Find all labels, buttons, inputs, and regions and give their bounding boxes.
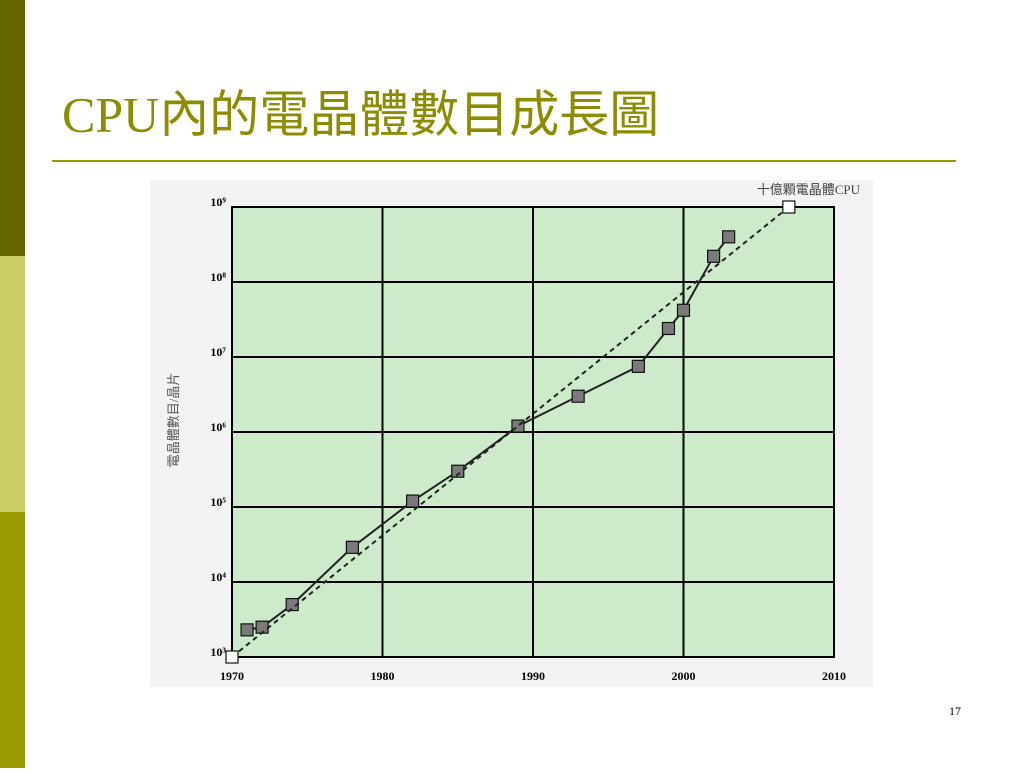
x-tick-label: 1980 xyxy=(371,669,395,683)
sidebar-middle xyxy=(0,256,25,512)
marker xyxy=(631,359,645,373)
marker xyxy=(255,620,269,634)
marker xyxy=(225,650,239,664)
y-tick-label: 10⁵ xyxy=(210,495,226,509)
marker xyxy=(451,464,465,478)
x-tick-label: 2010 xyxy=(822,669,846,683)
marker xyxy=(722,230,736,244)
trend-line xyxy=(231,206,790,658)
x-tick-label: 1990 xyxy=(521,669,545,683)
x-tick-label: 1970 xyxy=(220,669,244,683)
x-tick-label: 2000 xyxy=(672,669,696,683)
y-tick-label: 10⁹ xyxy=(210,195,226,209)
y-tick-label: 10³ xyxy=(210,645,226,659)
sidebar-top xyxy=(0,0,25,256)
y-tick-label: 10⁶ xyxy=(210,420,226,434)
marker xyxy=(240,623,254,637)
marker xyxy=(571,389,585,403)
slide-title: CPU內的電晶體數目成長圖 xyxy=(62,86,659,142)
marker xyxy=(706,249,721,263)
sidebar-bottom xyxy=(0,512,25,768)
marker xyxy=(782,200,796,214)
annotation: 十億顆電晶體CPU xyxy=(757,182,861,197)
marker xyxy=(406,494,420,508)
y-tick-label: 10⁸ xyxy=(210,270,226,284)
marker xyxy=(661,321,676,336)
page-number: 17 xyxy=(949,704,961,718)
marker xyxy=(345,540,359,554)
y-axis-label: 電晶體數目/晶片 xyxy=(166,373,181,468)
y-tick-label: 10⁴ xyxy=(210,570,226,584)
marker xyxy=(676,303,691,317)
y-tick-label: 10⁷ xyxy=(210,345,226,359)
chart: 10³ 10⁴ 10⁵ 10⁶ 10⁷ 10⁸ 10⁹ 1970 1980 1990 2000 201… xyxy=(166,182,861,683)
